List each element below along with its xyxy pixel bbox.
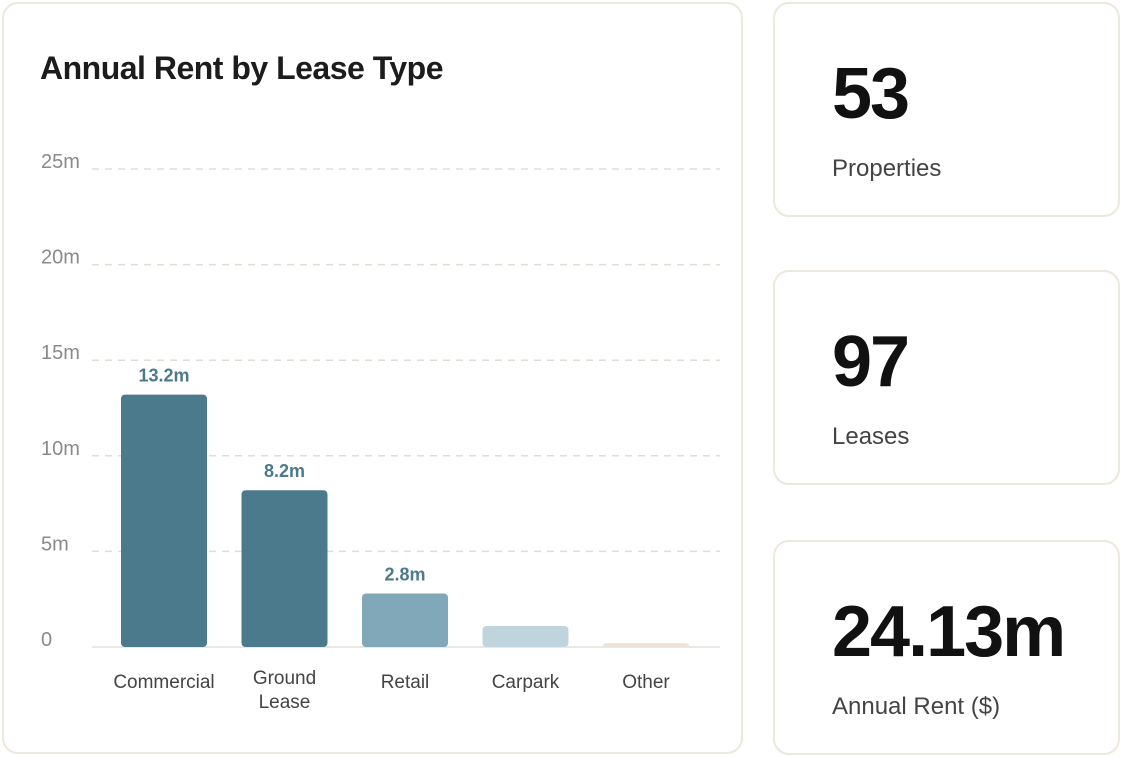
data-label: 13.2m [138, 366, 189, 386]
stat-value-leases: 97 [832, 322, 910, 402]
data-label: 8.2m [264, 461, 305, 481]
y-tick-label: 0 [41, 629, 52, 651]
stat-value-annual-rent: 24.13m [832, 592, 1066, 672]
x-tick-label: Lease [259, 692, 311, 713]
stat-label-leases: Leases [832, 423, 910, 450]
bar [603, 643, 689, 647]
bar [241, 490, 328, 647]
y-tick-label: 5m [41, 533, 69, 555]
stat-label-properties: Properties [832, 155, 942, 182]
bar [362, 593, 448, 647]
x-tick-label: Other [622, 672, 670, 693]
y-tick-label: 10m [41, 438, 80, 460]
stat-card-leases: 97 Leases [773, 270, 1120, 485]
chart-card: Annual Rent by Lease Type 0 5m 10m 15m 20m 25… [2, 2, 743, 754]
stat-value-properties: 53 [832, 54, 910, 134]
y-tick-label: 15m [41, 342, 80, 364]
y-tick-label: 25m [41, 151, 80, 173]
x-tick-label: Retail [381, 672, 430, 693]
chart-title: Annual Rent by Lease Type [40, 50, 444, 86]
stat-label-annual-rent: Annual Rent ($) [832, 693, 1001, 720]
x-tick-label: Commercial [113, 672, 214, 693]
y-tick-label: 20m [41, 247, 80, 269]
bar [482, 625, 569, 647]
stat-card-properties: 53 Properties [773, 2, 1120, 217]
data-label: 2.8m [384, 564, 425, 584]
bar [121, 394, 207, 647]
x-tick-label: Ground [253, 668, 316, 689]
x-tick-label: Carpark [492, 672, 560, 693]
bar-chart: 0 5m 10m 15m 20m 25m 13.2m Commercial 8.2m Ground… [41, 151, 720, 713]
stat-card-annual-rent: 24.13m Annual Rent ($) [773, 540, 1120, 755]
